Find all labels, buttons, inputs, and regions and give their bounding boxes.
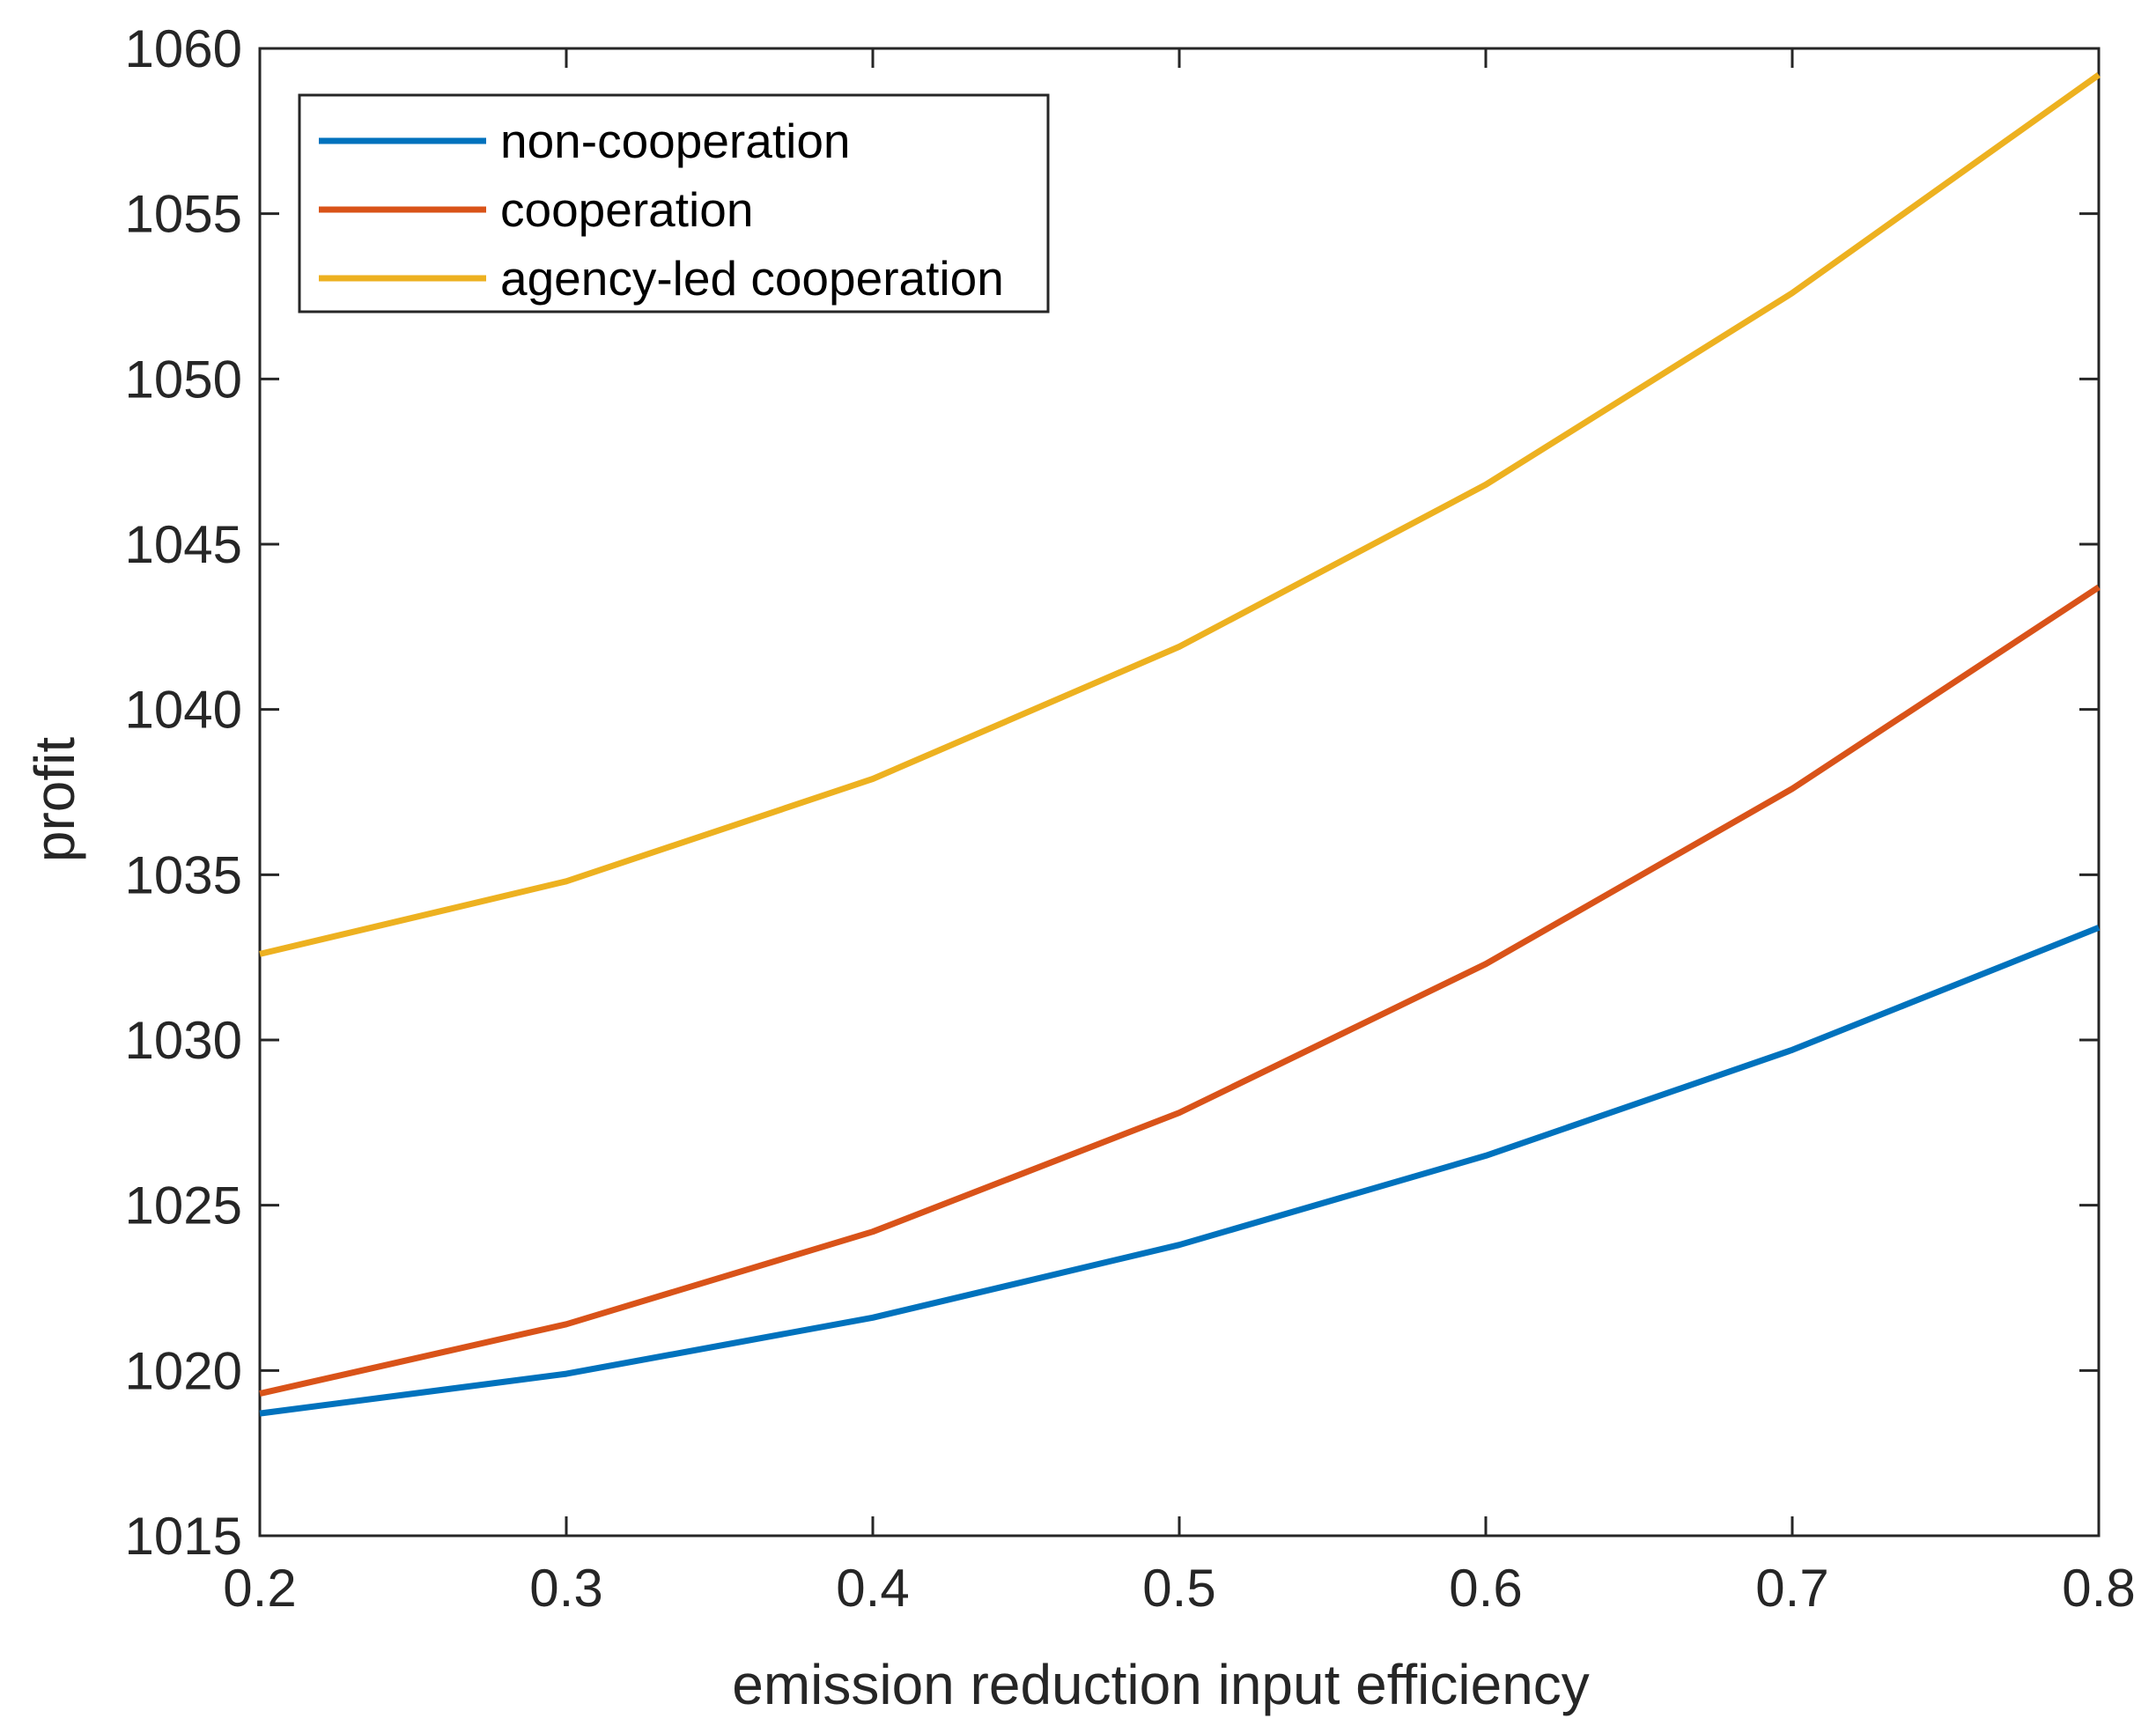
y-tick-label: 1040 xyxy=(125,681,242,740)
x-axis: 0.2 0.3 0.4 0.5 0.6 0.7 0.8 xyxy=(223,48,2136,1618)
y-tick-label: 1025 xyxy=(125,1176,242,1235)
y-tick-label: 1060 xyxy=(125,19,242,78)
legend: non-cooperation cooperation agency-led coo… xyxy=(298,93,1050,313)
series-lines xyxy=(259,72,2101,1417)
x-axis-title: emission reduction input efficiency xyxy=(732,1653,1590,1716)
series-line-cooperation xyxy=(259,584,2101,1397)
series-line-non-cooperation xyxy=(259,925,2101,1417)
series-line-agency-led-cooperation xyxy=(259,72,2101,957)
legend-label: cooperation xyxy=(500,182,753,237)
y-tick-label: 1050 xyxy=(125,350,242,409)
x-tick-label: 0.6 xyxy=(1449,1559,1522,1618)
legend-label: non-cooperation xyxy=(500,114,851,168)
x-tick-label: 0.2 xyxy=(223,1559,296,1618)
y-tick-label: 1030 xyxy=(125,1011,242,1070)
legend-label: agency-led cooperation xyxy=(500,251,1004,306)
x-tick-label: 0.8 xyxy=(2062,1559,2135,1618)
x-tick-label: 0.5 xyxy=(1142,1559,1215,1618)
y-axis-title: profit xyxy=(23,737,86,863)
y-tick-label: 1045 xyxy=(125,515,242,574)
y-axis: 1015 1020 1025 1030 1035 1040 1045 1050 1055 1060 xyxy=(125,19,2099,1566)
x-tick-label: 0.7 xyxy=(1755,1559,1828,1618)
x-tick-label: 0.3 xyxy=(529,1559,602,1618)
y-tick-label: 1015 xyxy=(125,1507,242,1566)
y-tick-label: 1055 xyxy=(125,185,242,244)
x-tick-label: 0.4 xyxy=(836,1559,909,1618)
y-tick-label: 1020 xyxy=(125,1341,242,1400)
y-tick-label: 1035 xyxy=(125,845,242,904)
